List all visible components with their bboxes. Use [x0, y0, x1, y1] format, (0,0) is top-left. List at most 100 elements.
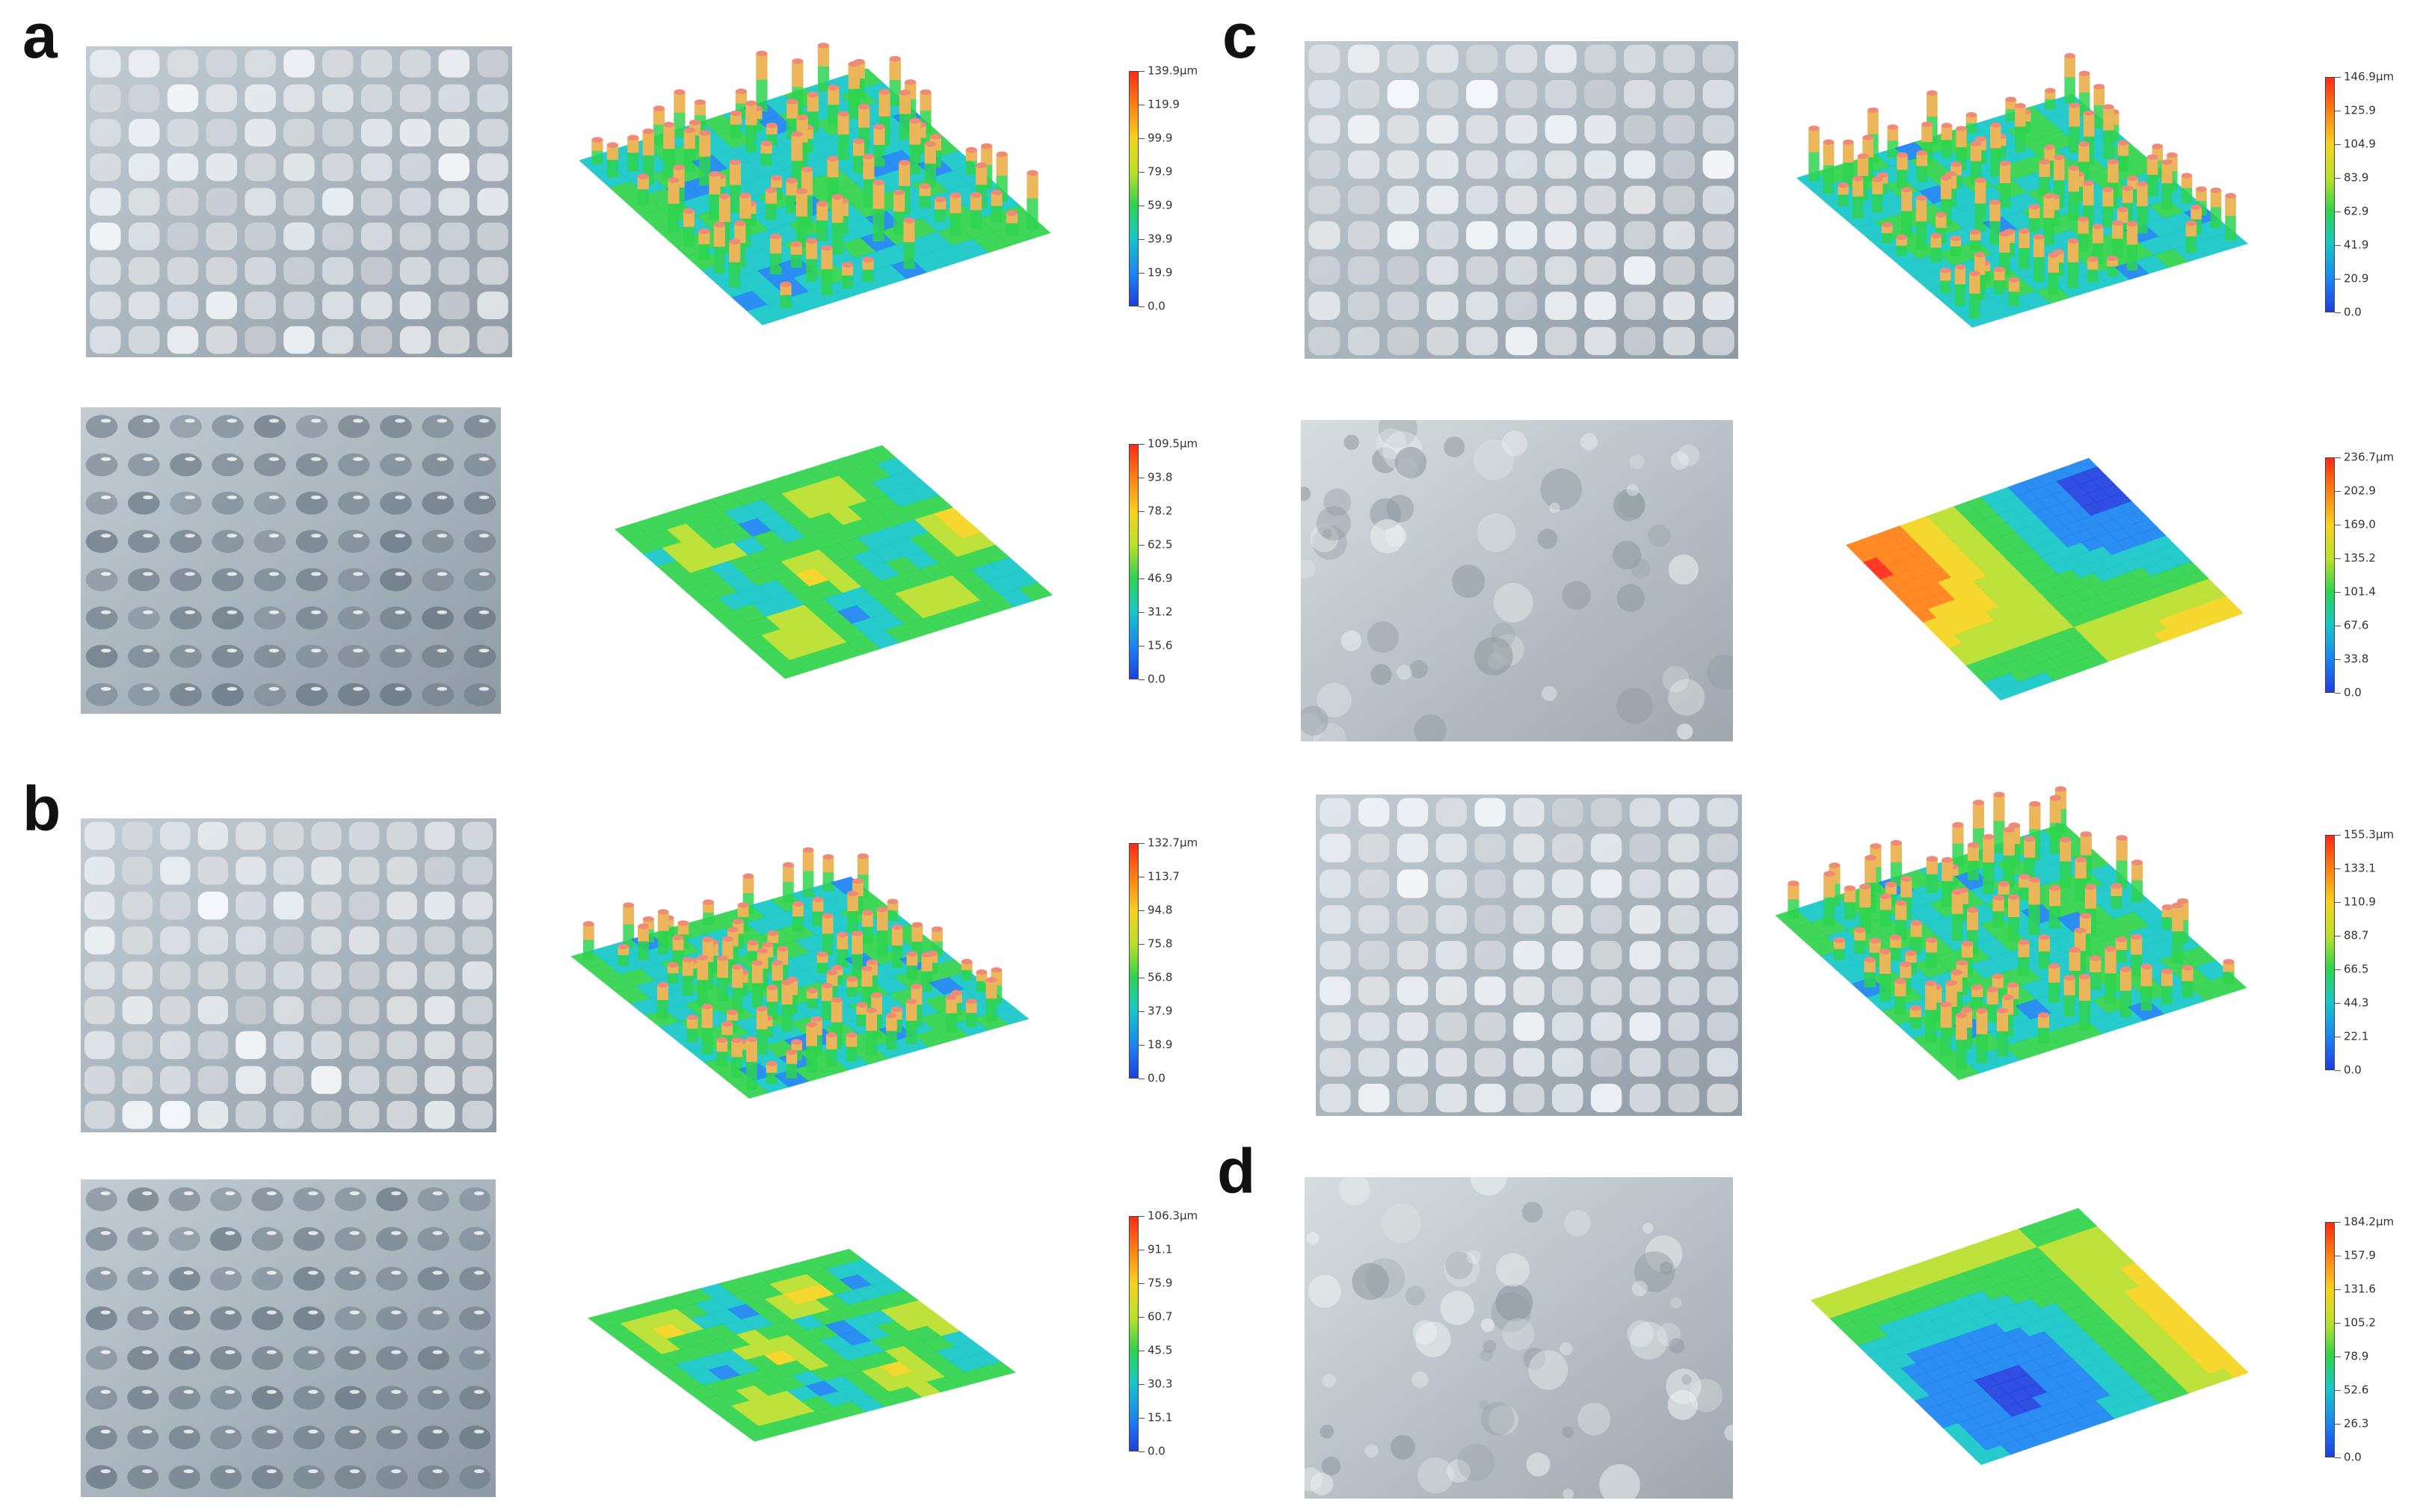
colorbar-tick: [1139, 679, 1145, 680]
colorbar-tick: [1139, 1283, 1145, 1284]
colorbar-label: 41.9: [2344, 238, 2369, 252]
colorbar-label: 78.9: [2344, 1349, 2369, 1363]
colorbar-tick: [1139, 944, 1145, 945]
colorbar-label: 44.3: [2344, 996, 2369, 1010]
colorbar-gradient: [1129, 71, 1139, 306]
colorbar-tick: [2335, 77, 2341, 78]
colorbar-tick: [1139, 239, 1145, 240]
colorbar-tick: [2335, 178, 2341, 179]
colorbar-tick: [1139, 1011, 1145, 1012]
colorbar-label: 0.0: [1148, 299, 1166, 313]
colorbar-gradient: [2325, 1222, 2335, 1457]
colorbar-tick: [1139, 910, 1145, 911]
colorbar-label: 0.0: [1148, 1071, 1166, 1085]
surface-c-top: [1772, 52, 2273, 351]
colorbar-label: 88.7: [2344, 928, 2369, 942]
colorbar-c-top: 146.9μm 125.9 104.9 83.9 62.9 41.9 20.9 0.0: [2325, 71, 2414, 318]
colorbar-tick: [2335, 245, 2341, 246]
colorbar-tick: [1139, 172, 1145, 173]
colorbar-b-top: 132.7μm 113.7 94.8 75.8 56.8 37.9 18.9 0.0: [1129, 837, 1219, 1084]
colorbar-tick: [1139, 646, 1145, 647]
photo-c-top: [1305, 41, 1738, 359]
colorbar-label: 56.8: [1148, 970, 1173, 984]
colorbar-tick: [1139, 511, 1145, 512]
colorbar-tick: [1139, 843, 1145, 844]
panel-letter-b: b: [22, 774, 61, 844]
colorbar-tick: [2335, 592, 2341, 593]
colorbar-tick: [2335, 1390, 2341, 1391]
colorbar-tick: [1139, 1045, 1145, 1046]
colorbar-tick: [2335, 1003, 2341, 1004]
colorbar-gradient: [2325, 457, 2335, 693]
colorbar-label: 113.7: [1148, 869, 1180, 883]
colorbar-label: 106.3μm: [1148, 1209, 1198, 1223]
colorbar-gradient: [1129, 444, 1139, 679]
photo-b-top: [81, 818, 496, 1132]
colorbar-tick: [1139, 612, 1145, 613]
colorbar-tick: [2335, 835, 2341, 836]
photo-c-bottom: [1316, 794, 1742, 1116]
surface-d: [1787, 1162, 2273, 1491]
colorbar-label: 45.5: [1148, 1343, 1173, 1357]
colorbar-tick: [1139, 138, 1145, 139]
colorbar-c-bottom: 155.3μm 133.1 110.9 88.7 66.5 44.3 22.1 0.0: [2325, 829, 2414, 1076]
colorbar-gradient: [2325, 835, 2335, 1070]
colorbar-label: 99.9: [1148, 131, 1173, 145]
colorbar-label: 75.9: [1148, 1276, 1173, 1290]
colorbar-gradient: [2325, 77, 2335, 312]
colorbar-tick: [2335, 1323, 2341, 1324]
colorbar-tick: [2335, 969, 2341, 970]
colorbar-label: 59.9: [1148, 198, 1173, 212]
colorbar-tick: [2335, 457, 2341, 458]
colorbar-label: 131.6: [2344, 1282, 2376, 1296]
surface-c-middle: [1824, 415, 2265, 725]
colorbar-tick: [2335, 1457, 2341, 1458]
colorbar-label: 39.9: [1148, 232, 1173, 246]
colorbar-label: 169.0: [2344, 517, 2376, 531]
colorbar-label: 184.2μm: [2344, 1215, 2395, 1229]
colorbar-label: 18.9: [1148, 1037, 1173, 1052]
colorbar-tick: [2335, 693, 2341, 694]
colorbar-tick: [2335, 279, 2341, 280]
colorbar-label: 157.9: [2344, 1248, 2376, 1262]
colorbar-tick: [2335, 491, 2341, 492]
colorbar-tick: [1139, 1317, 1145, 1318]
colorbar-label: 37.9: [1148, 1004, 1173, 1018]
panel-letter-a: a: [22, 1, 58, 71]
colorbar-label: 31.2: [1148, 605, 1173, 619]
colorbar-tick: [2335, 1289, 2341, 1290]
colorbar-label: 125.9: [2344, 103, 2376, 117]
surface-b-top: [546, 837, 1054, 1121]
colorbar-a-top: 139.9μm 119.9 99.9 79.9 59.9 39.9 19.9 0.0: [1129, 65, 1219, 312]
colorbar-label: 62.9: [2344, 204, 2369, 218]
colorbar-tick: [2335, 558, 2341, 559]
colorbar-label: 83.9: [2344, 170, 2369, 185]
colorbar-label: 105.2: [2344, 1315, 2376, 1330]
colorbar-a-bottom: 109.5μm 93.8 78.2 62.5 46.9 31.2 15.6 0.0: [1129, 438, 1219, 685]
panel-letter-c: c: [1222, 1, 1257, 71]
colorbar-tick: [1139, 306, 1145, 307]
colorbar-label: 0.0: [2344, 1450, 2362, 1464]
colorbar-label: 139.9μm: [1148, 64, 1198, 78]
colorbar-label: 78.2: [1148, 504, 1173, 518]
colorbar-label: 62.5: [1148, 537, 1173, 552]
colorbar-gradient: [1129, 1216, 1139, 1451]
colorbar-tick: [1139, 578, 1145, 579]
surface-a-top: [553, 22, 1077, 351]
colorbar-d: 184.2μm 157.9 131.6 105.2 78.9 52.6 26.3 0.0: [2325, 1216, 2414, 1463]
colorbar-label: 52.6: [2344, 1383, 2369, 1397]
photo-a-top: [86, 46, 512, 357]
colorbar-label: 26.3: [2344, 1416, 2369, 1431]
colorbar-label: 66.5: [2344, 962, 2369, 976]
colorbar-tick: [1139, 71, 1145, 72]
colorbar-label: 15.6: [1148, 638, 1173, 652]
colorbar-tick: [1139, 545, 1145, 546]
colorbar-label: 0.0: [1148, 1444, 1166, 1458]
colorbar-label: 93.8: [1148, 470, 1173, 484]
colorbar-label: 20.9: [2344, 271, 2369, 286]
colorbar-label: 135.2: [2344, 551, 2376, 565]
colorbar-label: 202.9: [2344, 484, 2376, 498]
colorbar-tick: [2335, 1424, 2341, 1425]
colorbar-tick: [1139, 1418, 1145, 1419]
colorbar-tick: [2335, 1222, 2341, 1223]
